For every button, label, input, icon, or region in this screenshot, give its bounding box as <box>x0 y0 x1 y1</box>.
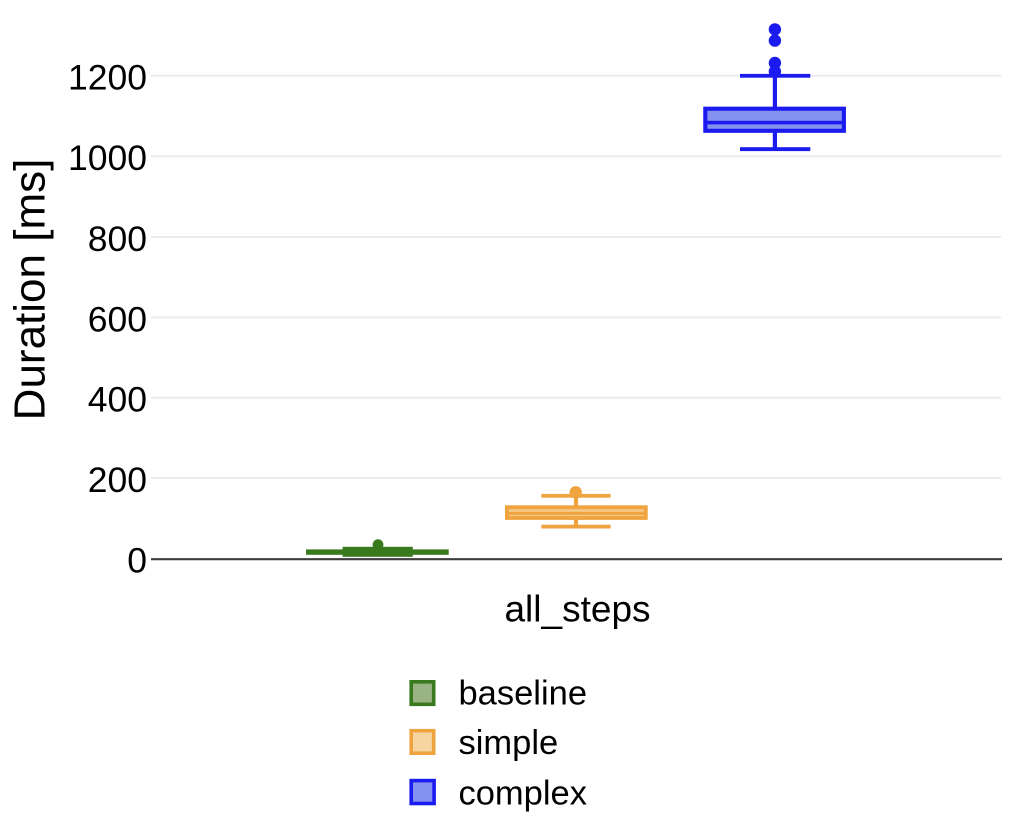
svg-text:all_steps: all_steps <box>504 589 650 630</box>
svg-text:Duration [ms]: Duration [ms] <box>6 159 55 421</box>
svg-text:simple: simple <box>459 724 559 762</box>
svg-text:complex: complex <box>459 774 587 812</box>
svg-text:600: 600 <box>88 299 147 339</box>
svg-text:200: 200 <box>88 460 147 500</box>
svg-text:1200: 1200 <box>68 58 147 98</box>
svg-text:800: 800 <box>88 219 147 259</box>
svg-text:400: 400 <box>88 380 147 420</box>
svg-text:0: 0 <box>127 541 147 581</box>
svg-text:1000: 1000 <box>68 138 147 178</box>
svg-text:baseline: baseline <box>459 675 588 713</box>
